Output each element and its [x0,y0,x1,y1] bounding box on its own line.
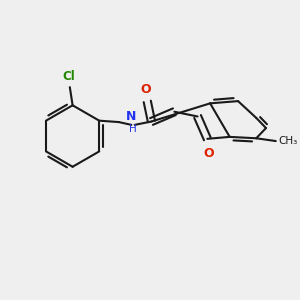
Text: H: H [129,124,136,134]
Text: O: O [141,83,151,96]
Text: CH₃: CH₃ [278,136,297,146]
Text: N: N [126,110,136,124]
Text: Cl: Cl [62,70,75,83]
Text: O: O [203,147,214,160]
